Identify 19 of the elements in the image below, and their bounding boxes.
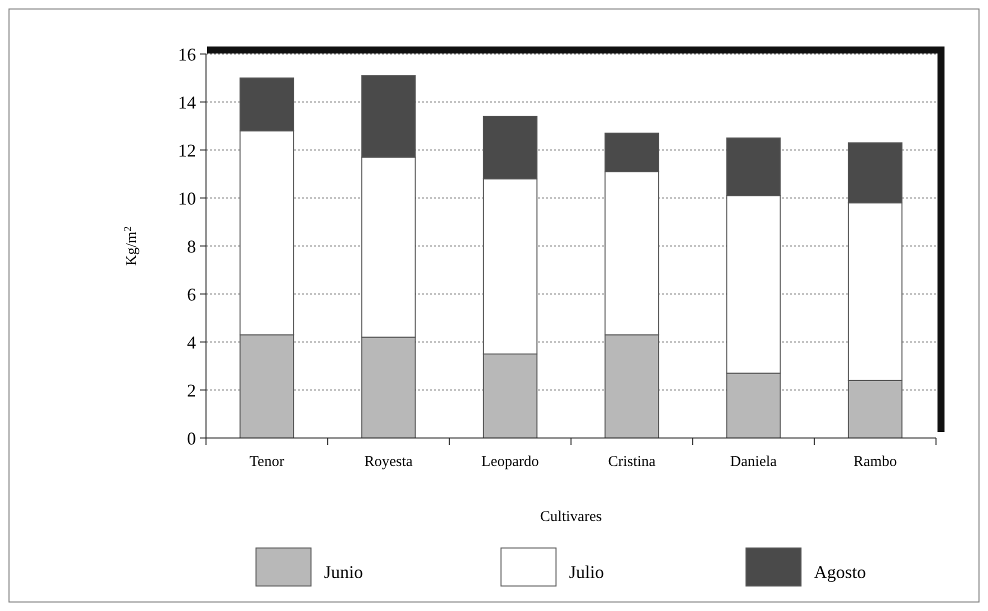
y-tick-label: 16 (178, 44, 196, 64)
y-tick-label: 4 (187, 332, 196, 352)
x-axis-title: Cultivares (540, 509, 602, 525)
legend-label: Junio (324, 562, 364, 582)
legend-label: Agosto (814, 562, 866, 582)
y-tick-label: 0 (187, 428, 196, 448)
y-tick-label: 10 (178, 188, 196, 208)
y-tick-label: 2 (187, 380, 196, 400)
x-tick-label: Daniela (730, 454, 778, 470)
y-tick-label: 6 (187, 284, 196, 304)
y-tick-label: 12 (178, 140, 196, 160)
x-tick-label: Cristina (608, 454, 656, 470)
legend-label: Julio (569, 562, 604, 582)
x-tick-label: Leopardo (481, 454, 539, 470)
y-tick-label: 14 (178, 92, 196, 112)
x-tick-label: Royesta (364, 454, 414, 470)
x-tick-label: Rambo (853, 454, 897, 470)
x-tick-label: Tenor (249, 454, 284, 470)
y-tick-label: 8 (187, 236, 196, 256)
